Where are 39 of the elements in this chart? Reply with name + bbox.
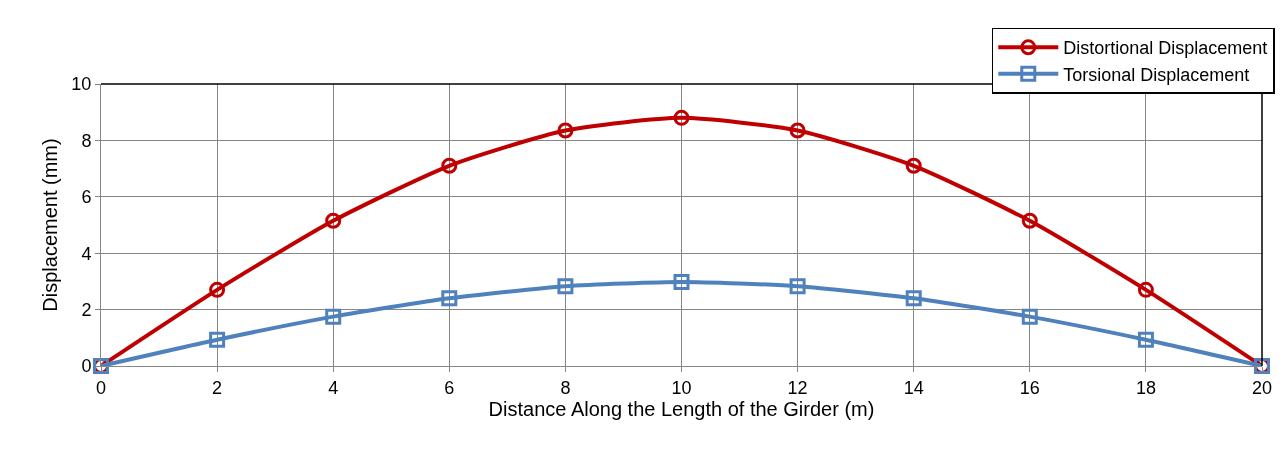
point — [1021, 212, 1038, 229]
point — [789, 122, 806, 139]
x-axis-title: Distance Along the Length of the Girder (m) — [488, 397, 875, 420]
x-tick-label: 14 — [903, 377, 924, 398]
x-tick-label: 4 — [328, 377, 339, 398]
y-axis-title: Displacement (mm) — [38, 138, 61, 312]
point — [1137, 281, 1154, 298]
x-tick-label: 16 — [1019, 377, 1040, 398]
y-tick-label: 2 — [81, 299, 92, 320]
point — [1021, 308, 1038, 325]
legend-label: Torsional Displacement — [1063, 64, 1250, 85]
point — [557, 122, 574, 139]
y-tick-label: 10 — [71, 74, 92, 95]
x-tick-label: 8 — [560, 377, 571, 398]
point — [1137, 331, 1154, 348]
x-tick-label: 6 — [444, 377, 455, 398]
y-tick-label: 8 — [81, 130, 92, 151]
point — [905, 157, 922, 174]
point — [441, 290, 458, 307]
point — [905, 290, 922, 307]
x-tick-label: 0 — [95, 377, 107, 398]
point — [209, 281, 226, 298]
x-tick-label: 2 — [212, 377, 223, 398]
legend-label: Distortional Displacement — [1063, 38, 1268, 59]
point — [441, 157, 458, 174]
y-tick-label: 4 — [81, 243, 92, 264]
point — [673, 273, 690, 290]
point — [325, 212, 342, 229]
point — [789, 278, 806, 295]
point — [325, 308, 342, 325]
x-tick-label: 10 — [671, 377, 692, 398]
x-tick-label: 12 — [787, 377, 808, 398]
x-tick-label: 18 — [1135, 377, 1156, 398]
y-tick-label: 0 — [81, 356, 92, 377]
x-tick-label: 20 — [1251, 377, 1273, 398]
point — [673, 109, 690, 126]
y-tick-label: 6 — [81, 187, 92, 208]
point — [209, 331, 226, 348]
point — [557, 278, 574, 295]
